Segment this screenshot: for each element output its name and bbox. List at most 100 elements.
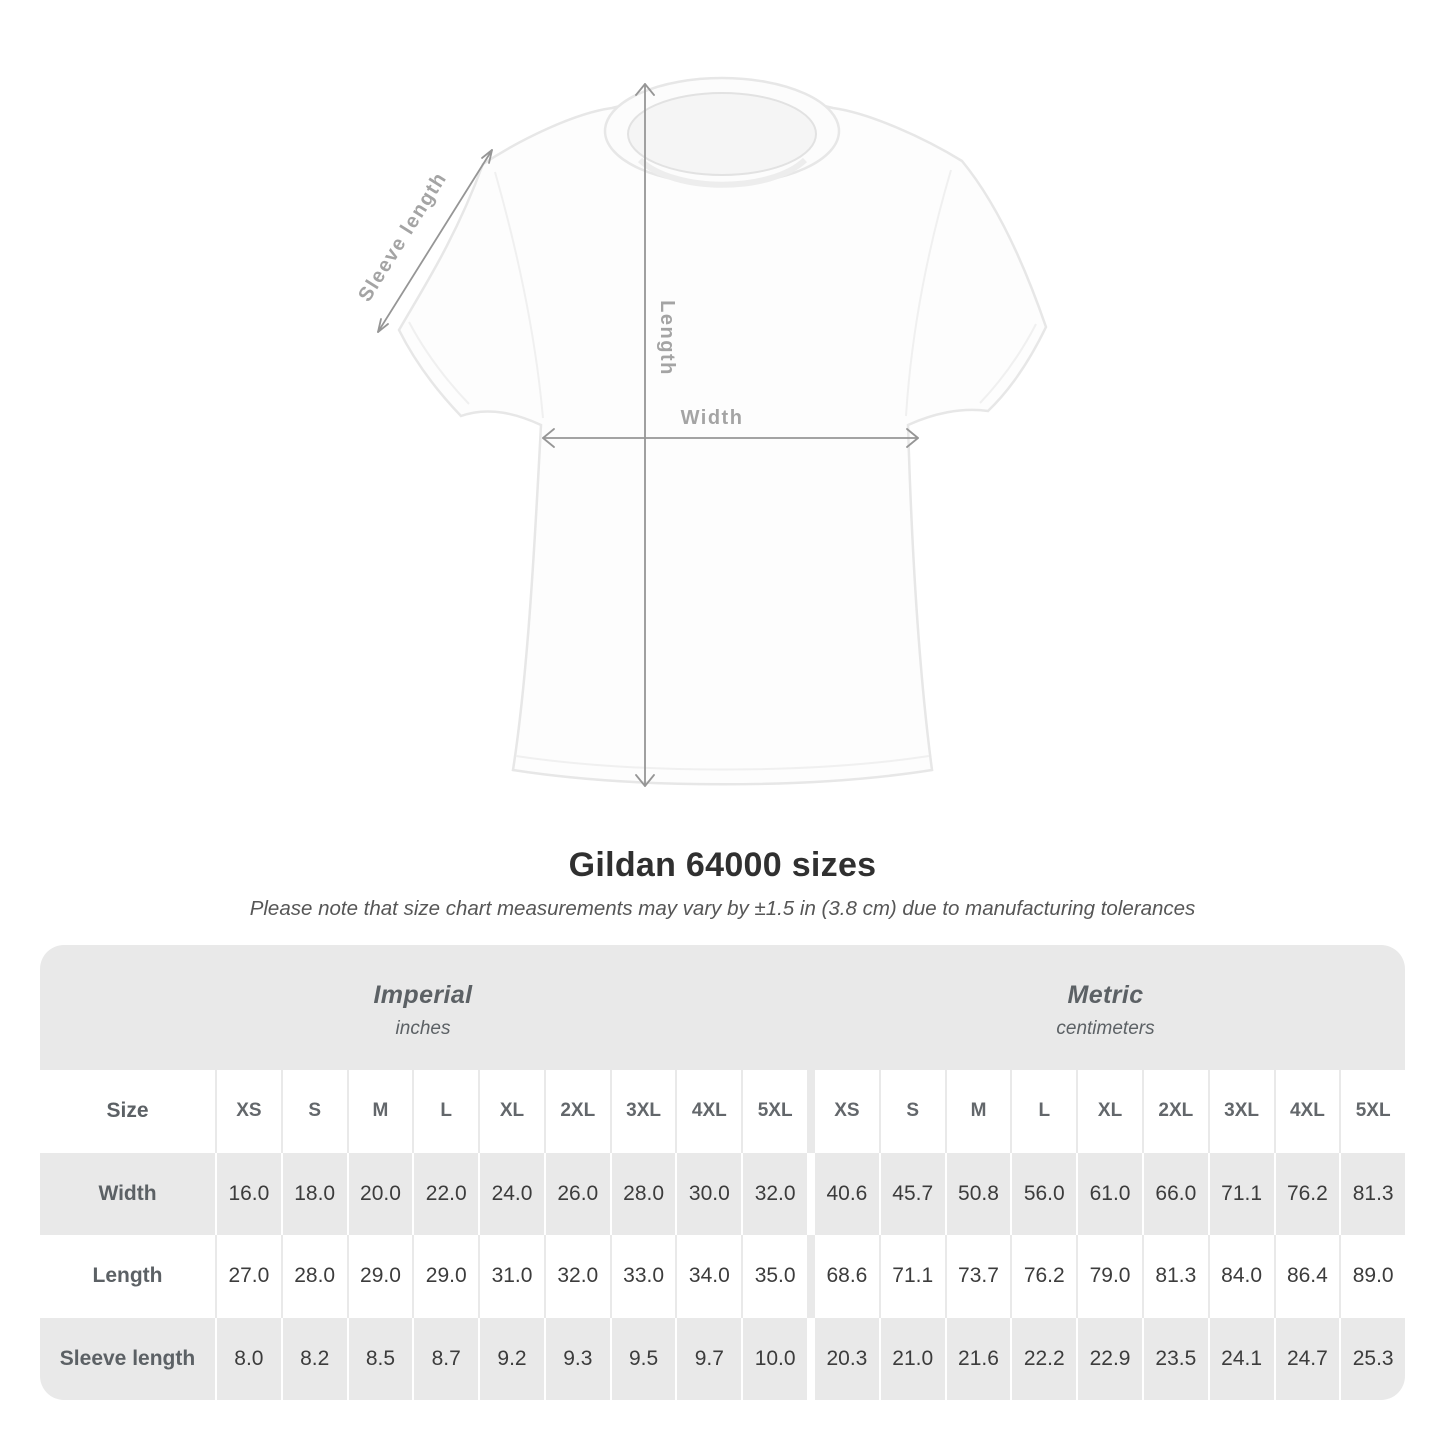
- size-cell: 5XL: [1339, 1070, 1405, 1153]
- table-row: Length 27.0 28.0 29.0 29.0 31.0 32.0 33.0 34.0 35…: [40, 1235, 1405, 1318]
- metric-section-title: Metric: [1067, 981, 1144, 1009]
- value-cell: 30.0: [675, 1152, 741, 1235]
- value-cell: 8.5: [346, 1317, 413, 1400]
- length-label: Length: [656, 300, 678, 376]
- value-cell: 8.2: [280, 1317, 347, 1400]
- tshirt-collar-shadow: [637, 157, 808, 188]
- length-arrowhead-bottom: [635, 774, 655, 787]
- value-cell: 26.0: [543, 1152, 610, 1235]
- size-cell: 4XL: [675, 1070, 741, 1153]
- value-cell: 40.6: [826, 1181, 868, 1205]
- value-cell: 22.0: [412, 1152, 478, 1235]
- section-gap: [807, 1317, 816, 1400]
- size-cell: XL: [478, 1070, 544, 1153]
- unit-section-band: Imperial inches Metric centimeters: [40, 945, 1405, 1070]
- value-cell: 10.0: [741, 1317, 807, 1400]
- value-cell: 20.3: [826, 1346, 868, 1370]
- width-annotation: Width: [542, 407, 919, 448]
- sleeve-arrow-line: [377, 149, 493, 333]
- tshirt-measurement-figure: Length Width Sleeve length: [354, 76, 1048, 787]
- value-cell: 16.0: [215, 1152, 281, 1235]
- tolerance-note: Please note that size chart measurements…: [249, 897, 1196, 920]
- size-cell: L: [412, 1070, 478, 1153]
- size-cell: L: [1010, 1070, 1076, 1153]
- tshirt-left-cuff: [408, 321, 470, 405]
- value-cell: 8.0: [215, 1317, 281, 1400]
- size-cell: 2XL: [1141, 1070, 1208, 1153]
- value-cell: 71.1: [878, 1235, 945, 1318]
- value-cell: 9.5: [609, 1317, 676, 1400]
- measurement-label: Sleeve length: [59, 1346, 196, 1370]
- length-annotation: Length: [635, 83, 678, 787]
- width-arrowhead-left: [542, 428, 555, 448]
- value-cell: 25.3: [1339, 1317, 1405, 1400]
- length-arrowhead-top: [635, 83, 655, 96]
- value-cell: 84.0: [1207, 1235, 1274, 1318]
- value-cell: 22.9: [1076, 1317, 1142, 1400]
- value-cell: 21.0: [878, 1317, 945, 1400]
- value-cell: 23.5: [1141, 1317, 1208, 1400]
- width-arrowhead-right: [906, 428, 919, 448]
- value-cell: 28.0: [609, 1152, 676, 1235]
- table-rows: Size XS S M L XL 2XL 3XL 4XL 5XL XS S M L XL 2XL 3XL 4XL 5…: [40, 1070, 1405, 1400]
- metric-section-unit: centimeters: [1056, 1018, 1155, 1039]
- imperial-section-header: Imperial inches: [40, 945, 806, 1070]
- value-cell: 32.0: [741, 1152, 807, 1235]
- size-cell: 2XL: [543, 1070, 610, 1153]
- value-cell: 61.0: [1076, 1152, 1142, 1235]
- value-cell: 35.0: [741, 1235, 807, 1318]
- value-cell: 81.3: [1141, 1235, 1208, 1318]
- tshirt-right-seam: [905, 169, 952, 417]
- value-cell: 76.2: [1010, 1235, 1076, 1318]
- size-cell: 4XL: [1273, 1070, 1340, 1153]
- value-cell: 24.7: [1273, 1317, 1340, 1400]
- value-cell: 89.0: [1339, 1235, 1405, 1318]
- page-title: Gildan 64000 sizes: [568, 846, 877, 884]
- tshirt-hem-line: [515, 755, 930, 771]
- size-table: Imperial inches Metric centimeters Size X…: [40, 945, 1405, 1400]
- measurement-label: Width: [98, 1181, 157, 1205]
- table-header-row: Size XS S M L XL 2XL 3XL 4XL 5XL XS S M L XL 2XL 3XL 4XL 5…: [40, 1070, 1405, 1153]
- table-row: Width 16.0 18.0 20.0 22.0 24.0 26.0 28.0 30.0 32.…: [40, 1152, 1405, 1235]
- tshirt-body-shape: [397, 92, 1048, 786]
- size-cell: XL: [1076, 1070, 1142, 1153]
- value-cell: 9.3: [543, 1317, 610, 1400]
- section-gap: [807, 1235, 816, 1318]
- table-row: Sleeve length 8.0 8.2 8.5 8.7 9.2 9.3 9.5 9.7 10.…: [40, 1317, 1405, 1400]
- imperial-section-unit: inches: [395, 1018, 451, 1039]
- value-cell: 29.0: [412, 1235, 478, 1318]
- value-cell: 21.6: [944, 1317, 1011, 1400]
- value-cell: 45.7: [878, 1152, 945, 1235]
- value-cell: 50.8: [944, 1152, 1011, 1235]
- tshirt-image: Length Width Sleeve length: [354, 76, 1048, 787]
- section-gap: [807, 1152, 816, 1235]
- width-label: Width: [681, 407, 744, 429]
- value-cell: 66.0: [1141, 1152, 1208, 1235]
- value-cell: 32.0: [543, 1235, 610, 1318]
- value-cell: 81.3: [1339, 1152, 1405, 1235]
- value-cell: 22.2: [1010, 1317, 1076, 1400]
- tshirt-collar-inner: [627, 92, 817, 176]
- metric-section-header: Metric centimeters: [806, 945, 1405, 1070]
- sleeve-arrowhead-top: [481, 149, 493, 164]
- value-cell: 76.2: [1273, 1152, 1340, 1235]
- size-cell: S: [280, 1070, 347, 1153]
- size-cell: XS: [215, 1070, 281, 1153]
- sleeve-arrowhead-bottom: [377, 318, 389, 333]
- value-cell: 73.7: [944, 1235, 1011, 1318]
- size-cell: 3XL: [609, 1070, 676, 1153]
- value-cell: 24.0: [478, 1152, 544, 1235]
- size-cell: 5XL: [741, 1070, 807, 1153]
- section-gap: [807, 1070, 816, 1153]
- size-cell: S: [878, 1070, 945, 1153]
- value-cell: 18.0: [280, 1152, 347, 1235]
- value-cell: 8.7: [412, 1317, 478, 1400]
- value-cell: 33.0: [609, 1235, 676, 1318]
- value-cell: 29.0: [346, 1235, 413, 1318]
- size-cell: XS: [834, 1100, 860, 1122]
- value-cell: 9.2: [478, 1317, 544, 1400]
- value-cell: 28.0: [280, 1235, 347, 1318]
- measurement-label: Length: [92, 1264, 163, 1288]
- tshirt-left-seam: [494, 171, 544, 419]
- size-cell: M: [346, 1070, 413, 1153]
